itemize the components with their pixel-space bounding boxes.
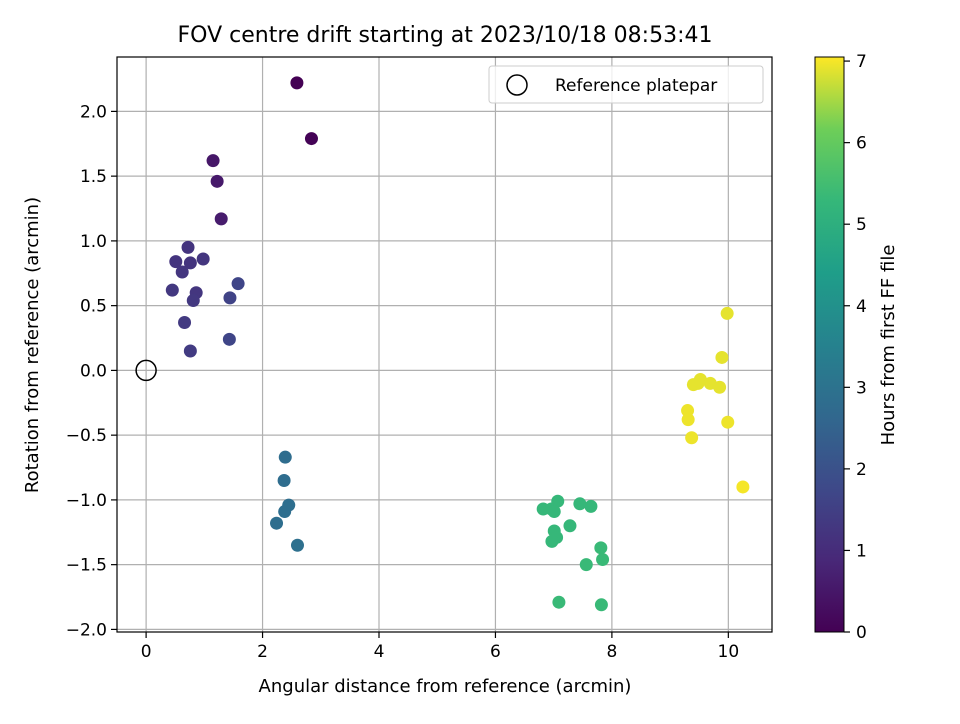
data-point bbox=[686, 378, 700, 392]
data-point bbox=[545, 534, 559, 548]
data-point bbox=[186, 293, 200, 307]
legend-label: Reference platepar bbox=[555, 76, 717, 96]
y-tick-label: −1.5 bbox=[66, 556, 107, 576]
data-point bbox=[277, 473, 291, 487]
colorbar-label: Hours from first FF file bbox=[878, 245, 899, 446]
colorbar-tick-label: 6 bbox=[856, 134, 867, 154]
data-point bbox=[584, 499, 598, 513]
colorbar-tick-label: 1 bbox=[856, 541, 867, 561]
y-tick-label: −0.5 bbox=[66, 426, 107, 446]
reference-platepar-marker bbox=[135, 359, 157, 382]
data-point bbox=[165, 283, 179, 297]
colorbar-tick-label: 2 bbox=[856, 460, 867, 480]
data-point bbox=[685, 431, 699, 445]
y-axis-ticks: 2.0 1.5 1.0 0.5 0.0 −0.5 −1.0 −1.5 −2.0 bbox=[66, 102, 117, 640]
x-tick-label: 6 bbox=[490, 642, 501, 662]
y-tick-label: 0.0 bbox=[80, 361, 107, 381]
data-point bbox=[178, 315, 192, 329]
data-point bbox=[290, 538, 304, 552]
x-axis-ticks: 0 2 4 6 8 10 bbox=[141, 632, 739, 662]
y-tick-label: 0.5 bbox=[80, 297, 107, 317]
legend: Reference platepar bbox=[488, 65, 764, 104]
x-tick-label: 0 bbox=[141, 642, 152, 662]
colorbar-ticks: 0 1 2 3 4 5 6 7 bbox=[844, 52, 867, 643]
x-tick-label: 4 bbox=[374, 642, 385, 662]
data-point bbox=[573, 497, 587, 511]
data-point bbox=[196, 252, 210, 266]
data-point bbox=[713, 380, 727, 394]
data-point bbox=[223, 291, 237, 305]
data-point bbox=[563, 519, 577, 533]
x-tick-label: 2 bbox=[257, 642, 268, 662]
data-point bbox=[596, 552, 610, 566]
data-point bbox=[206, 154, 220, 168]
chart-title: FOV centre drift starting at 2023/10/18 … bbox=[178, 23, 713, 48]
data-point bbox=[579, 558, 593, 572]
y-tick-label: 1.5 bbox=[80, 167, 107, 187]
data-point bbox=[278, 505, 292, 519]
colorbar: 0 1 2 3 4 5 6 7 Hours from first FF file bbox=[814, 52, 899, 643]
data-point bbox=[720, 306, 734, 320]
data-point bbox=[736, 480, 750, 494]
data-point bbox=[183, 344, 197, 358]
data-point bbox=[214, 212, 228, 226]
plot-area: 0 2 4 6 8 10 2.01.51.00.50.0−0.5−1.0−1.5−2.0 … bbox=[66, 56, 773, 662]
colorbar-tick-label: 0 bbox=[856, 623, 867, 643]
y-tick-label: 2.0 bbox=[80, 102, 107, 122]
data-point bbox=[169, 255, 183, 269]
data-point bbox=[183, 256, 197, 270]
data-point bbox=[290, 76, 304, 90]
data-point bbox=[715, 350, 729, 364]
y-tick-label: −1.0 bbox=[66, 491, 107, 511]
colorbar-tick-label: 7 bbox=[856, 52, 867, 72]
legend-marker-icon bbox=[506, 74, 528, 96]
data-point bbox=[231, 277, 245, 291]
y-tick-label: −2.0 bbox=[66, 620, 107, 640]
colorbar-tick-label: 4 bbox=[856, 297, 867, 317]
legend-box bbox=[488, 65, 764, 104]
scatter-points bbox=[165, 76, 750, 612]
plot-frame bbox=[116, 56, 773, 633]
data-point bbox=[210, 174, 224, 188]
data-point bbox=[552, 595, 566, 609]
colorbar-tick-label: 3 bbox=[856, 378, 867, 398]
data-point bbox=[681, 413, 695, 427]
plot-background bbox=[117, 57, 772, 632]
y-tick-label: 1.0 bbox=[80, 232, 107, 252]
x-tick-label: 8 bbox=[606, 642, 617, 662]
data-point bbox=[175, 265, 189, 279]
data-point bbox=[594, 541, 608, 555]
y-axis-label: Rotation from reference (arcmin) bbox=[22, 197, 43, 493]
x-axis-label: Angular distance from reference (arcmin) bbox=[259, 676, 632, 697]
colorbar-tick-label: 5 bbox=[856, 215, 867, 235]
data-point bbox=[270, 516, 284, 530]
grid bbox=[117, 57, 772, 632]
data-point bbox=[222, 332, 236, 346]
data-point bbox=[594, 598, 608, 612]
colorbar-gradient bbox=[814, 56, 845, 633]
data-point bbox=[547, 505, 561, 519]
data-point bbox=[721, 415, 735, 429]
x-tick-label: 10 bbox=[718, 642, 740, 662]
data-point bbox=[181, 240, 195, 254]
data-point bbox=[304, 132, 318, 146]
data-point bbox=[278, 450, 292, 464]
